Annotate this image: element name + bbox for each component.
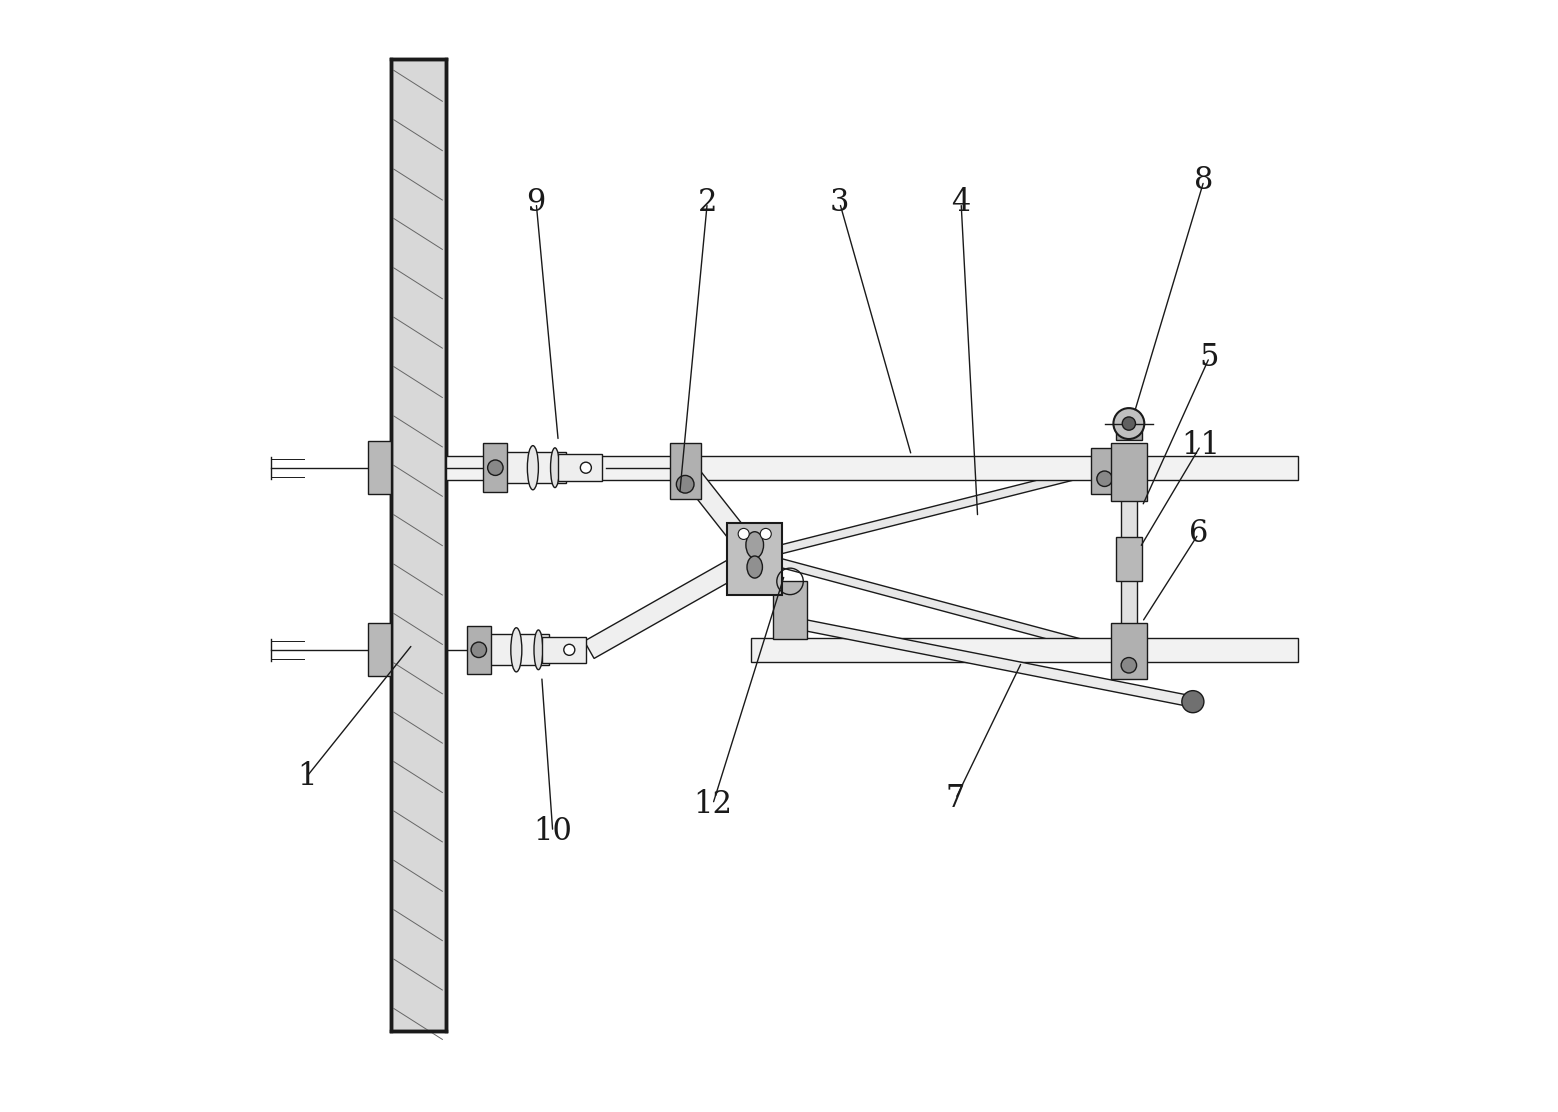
Circle shape [760, 528, 771, 539]
Bar [391, 59, 446, 1031]
Bar [489, 634, 550, 665]
Ellipse shape [534, 629, 542, 669]
Text: 8: 8 [1195, 166, 1214, 196]
Bar [446, 456, 1298, 480]
Text: 4: 4 [952, 187, 971, 218]
Bar [1091, 448, 1117, 494]
Bar [1111, 444, 1147, 500]
Text: 3: 3 [830, 187, 849, 218]
Bar [1116, 537, 1142, 580]
Circle shape [738, 528, 749, 539]
Bar [558, 455, 603, 481]
Ellipse shape [746, 556, 762, 578]
Bar [751, 637, 1298, 662]
Text: 10: 10 [533, 816, 572, 847]
Circle shape [564, 644, 575, 655]
Ellipse shape [550, 448, 559, 487]
Circle shape [676, 476, 693, 493]
Bar [368, 624, 391, 676]
Circle shape [471, 642, 486, 657]
Circle shape [580, 463, 592, 474]
Polygon shape [754, 464, 1106, 560]
Text: 6: 6 [1189, 518, 1207, 549]
Ellipse shape [527, 446, 539, 489]
Circle shape [1122, 417, 1136, 430]
Text: 1: 1 [298, 762, 316, 792]
Circle shape [1097, 471, 1112, 486]
Bar [670, 444, 701, 498]
Text: 11: 11 [1181, 430, 1220, 461]
Circle shape [488, 460, 503, 476]
Bar [505, 453, 566, 483]
Circle shape [1114, 408, 1144, 439]
Bar [773, 582, 807, 638]
Text: 12: 12 [693, 788, 732, 820]
Polygon shape [584, 547, 760, 658]
Bar [467, 626, 491, 674]
Polygon shape [788, 617, 1193, 707]
Ellipse shape [511, 628, 522, 672]
Bar [1111, 624, 1147, 678]
Bar [542, 636, 586, 663]
Ellipse shape [746, 532, 763, 558]
Bar [728, 523, 782, 595]
Text: 5: 5 [1200, 341, 1220, 373]
Bar [368, 441, 391, 494]
Bar [483, 444, 508, 492]
Circle shape [1122, 657, 1137, 673]
Circle shape [1183, 691, 1204, 713]
Text: 9: 9 [527, 187, 545, 218]
Polygon shape [678, 461, 762, 563]
Bar [1116, 425, 1142, 440]
Text: 2: 2 [698, 187, 717, 218]
Polygon shape [1122, 446, 1137, 672]
Polygon shape [754, 552, 1106, 654]
Text: 7: 7 [946, 783, 966, 814]
